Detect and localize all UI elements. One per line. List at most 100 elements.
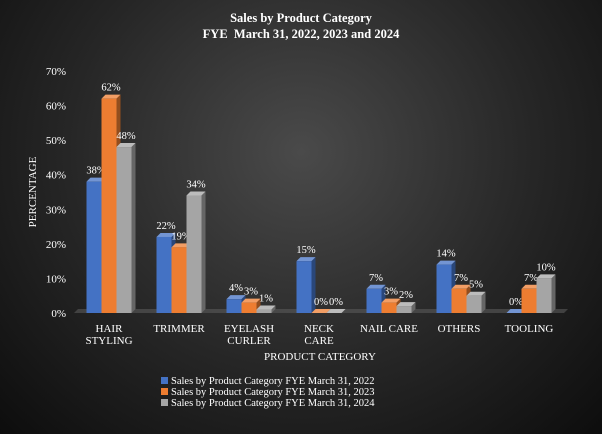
bar-top xyxy=(521,284,541,289)
bar-top xyxy=(86,177,106,182)
bar-top xyxy=(171,243,191,248)
bar-front xyxy=(256,309,272,313)
x-tick-label: STYLING xyxy=(85,335,132,347)
y-tick-label: 60% xyxy=(46,101,66,113)
y-tick-label: 20% xyxy=(46,239,66,251)
data-label: 48% xyxy=(116,131,136,142)
bar-front xyxy=(226,299,242,313)
bar-side xyxy=(481,291,486,313)
bar-top xyxy=(116,143,136,148)
y-tick-label: 40% xyxy=(46,170,66,182)
x-tick-label: NAIL CARE xyxy=(360,323,418,335)
x-tick-label: CURLER xyxy=(227,335,271,347)
legend-swatch xyxy=(161,377,168,384)
bar-front xyxy=(466,295,482,313)
x-tick-label: HAIR xyxy=(96,323,124,335)
data-label: 3% xyxy=(244,287,258,298)
bar-front xyxy=(296,261,312,313)
bar-top xyxy=(296,257,316,262)
bar-front xyxy=(396,306,412,313)
bar xyxy=(506,309,526,313)
bar-front xyxy=(86,181,102,313)
bar-top xyxy=(381,298,401,303)
x-tick-label: EYELASH xyxy=(224,323,274,335)
data-label: 5% xyxy=(469,280,483,291)
x-tick-label: CARE xyxy=(304,335,334,347)
bar xyxy=(396,302,416,313)
bar-top xyxy=(466,291,486,296)
bar-side xyxy=(271,305,276,313)
data-label: 19% xyxy=(171,231,191,242)
bar-front xyxy=(451,288,467,313)
bar-side xyxy=(411,302,416,313)
data-label: 2% xyxy=(399,290,413,301)
x-axis-title: PRODUCT CATEGORY xyxy=(264,351,376,363)
data-label: 7% xyxy=(454,273,468,284)
x-tick-label: NECK xyxy=(304,323,334,335)
legend-swatch xyxy=(161,399,168,406)
bar-front xyxy=(116,147,132,313)
bar-top xyxy=(436,260,456,265)
bar-side xyxy=(551,274,556,313)
y-tick-label: 70% xyxy=(46,66,66,78)
bar xyxy=(116,143,136,313)
bar-top xyxy=(226,295,246,300)
data-label: 34% xyxy=(186,179,206,190)
bar-front xyxy=(381,302,397,313)
bar-top xyxy=(326,309,346,313)
legend: Sales by Product Category FYE March 31, … xyxy=(161,376,375,409)
data-label: 62% xyxy=(101,83,121,94)
bar-front xyxy=(521,288,537,313)
data-label: 1% xyxy=(259,294,273,305)
bar-top xyxy=(241,298,261,303)
bar xyxy=(536,274,556,313)
bar-top xyxy=(536,274,556,279)
data-label: 38% xyxy=(86,166,106,177)
bar-front xyxy=(366,288,382,313)
legend-label: Sales by Product Category FYE March 31, … xyxy=(171,398,375,409)
data-label: 0% xyxy=(314,297,328,308)
bar-side xyxy=(311,257,316,313)
bar-front xyxy=(436,264,452,313)
chart-subtitle: FYE March 31, 2022, 2023 and 2024 xyxy=(203,27,400,41)
bar-top xyxy=(101,94,121,99)
bar xyxy=(451,284,471,313)
data-label: 15% xyxy=(296,245,316,256)
bar xyxy=(326,309,346,313)
data-label: 10% xyxy=(536,262,556,273)
data-label: 7% xyxy=(524,273,538,284)
bar-top xyxy=(186,191,206,196)
chart-title: Sales by Product Category xyxy=(230,11,373,25)
data-label: 0% xyxy=(329,297,343,308)
bar-front xyxy=(101,98,117,314)
y-tick-label: 50% xyxy=(46,135,66,147)
x-tick-label: OTHERS xyxy=(438,323,481,335)
bar xyxy=(256,305,276,313)
y-tick-label: 10% xyxy=(46,273,66,285)
bar xyxy=(311,309,331,313)
y-tick-label: 30% xyxy=(46,204,66,216)
bar xyxy=(466,291,486,313)
bar-front xyxy=(156,236,172,313)
data-label: 3% xyxy=(384,287,398,298)
data-label: 4% xyxy=(229,283,243,294)
y-axis-title: PERCENTAGE xyxy=(27,156,39,227)
bar-top xyxy=(311,309,331,313)
bar-front xyxy=(186,195,202,313)
bar xyxy=(296,257,316,313)
data-label: 0% xyxy=(509,297,523,308)
y-tick-label: 0% xyxy=(51,308,66,320)
data-label: 22% xyxy=(156,221,176,232)
bar-front xyxy=(241,302,257,313)
bar xyxy=(186,191,206,313)
data-label: 7% xyxy=(369,273,383,284)
bar-top xyxy=(156,232,176,237)
bar-side xyxy=(201,191,206,313)
legend-swatch xyxy=(161,388,168,395)
bar-front xyxy=(171,247,187,313)
data-label: 14% xyxy=(436,249,456,260)
legend-label: Sales by Product Category FYE March 31, … xyxy=(171,387,375,398)
bar-top xyxy=(506,309,526,313)
bar-top xyxy=(256,305,276,310)
